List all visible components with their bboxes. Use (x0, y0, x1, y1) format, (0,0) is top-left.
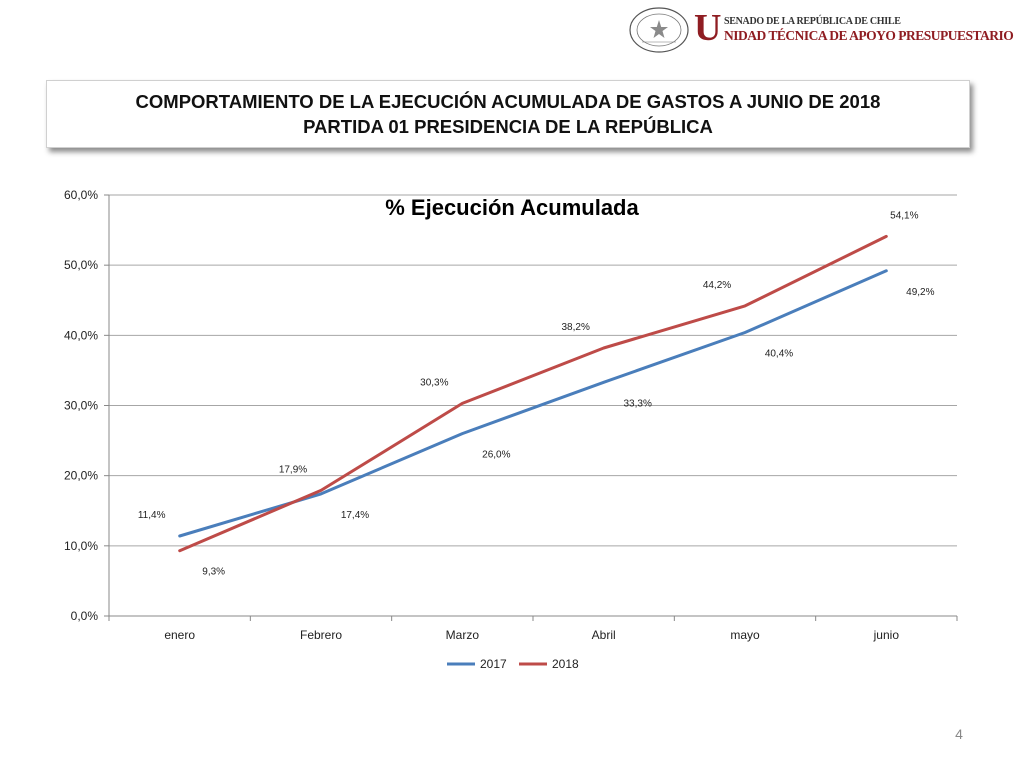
y-tick-label: 10,0% (64, 539, 98, 553)
org-senado-name: SENADO DE LA REPÚBLICA DE CHILE (724, 16, 901, 27)
legend-label-2018: 2018 (552, 657, 579, 671)
data-label-2018: 44,2% (703, 280, 731, 291)
y-tick-label: 20,0% (64, 469, 98, 483)
org-initial: U (694, 7, 722, 49)
x-tick-label: junio (873, 628, 900, 642)
org-unit-name: NIDAD TÉCNICA DE APOYO PRESUPUESTARIO (724, 28, 1014, 43)
chart-axes: 0,0% 10,0% 20,0% 30,0% 40,0% 50,0% 60,0% enero F… (64, 188, 958, 642)
chart-data-labels: 11,4% 9,3% 17,4% 17,9% 26,0% 30,3% 33,3% 38,2% 4… (138, 210, 935, 577)
data-label-2017: 11,4% (138, 510, 166, 521)
header-logo: U SENADO DE LA REPÚBLICA DE CHILE NIDAD … (628, 6, 1018, 54)
data-label-2017: 49,2% (906, 287, 934, 298)
legend-label-2017: 2017 (480, 657, 507, 671)
y-tick-label: 0,0% (71, 609, 99, 623)
y-tick-label: 30,0% (64, 399, 98, 413)
data-label-2017: 40,4% (765, 349, 793, 360)
x-tick-label: enero (164, 628, 195, 642)
y-tick-label: 60,0% (64, 188, 98, 202)
y-tick-label: 50,0% (64, 258, 98, 272)
x-tick-label: Marzo (446, 628, 480, 642)
banner-title-line1: COMPORTAMIENTO DE LA EJECUCIÓN ACUMULADA… (135, 91, 881, 112)
series-line-2017 (178, 269, 888, 538)
x-tick-label: mayo (730, 628, 760, 642)
data-label-2017: 26,0% (482, 450, 510, 461)
x-tick-label: Febrero (300, 628, 342, 642)
chart-series (178, 234, 888, 553)
series-line-2018 (178, 234, 888, 553)
data-label-2018: 54,1% (890, 210, 918, 221)
data-label-2018: 9,3% (202, 567, 225, 578)
chart-gridlines (109, 194, 957, 547)
y-tick-label: 40,0% (64, 328, 98, 342)
senado-seal-icon (629, 7, 689, 53)
banner-title-line2: PARTIDA 01 PRESIDENCIA DE LA REPÚBLICA (303, 116, 713, 137)
data-label-2018: 17,9% (279, 464, 307, 475)
data-label-2018: 30,3% (420, 377, 448, 388)
chart-legend: 2017 2018 (447, 657, 579, 671)
chart-title: % Ejecución Acumulada (385, 195, 639, 220)
title-banner: COMPORTAMIENTO DE LA EJECUCIÓN ACUMULADA… (46, 80, 970, 148)
data-label-2017: 33,3% (623, 398, 651, 409)
data-label-2018: 38,2% (561, 322, 589, 333)
data-label-2017: 17,4% (341, 510, 369, 521)
page-number: 4 (955, 726, 963, 742)
x-tick-label: Abril (592, 628, 616, 642)
